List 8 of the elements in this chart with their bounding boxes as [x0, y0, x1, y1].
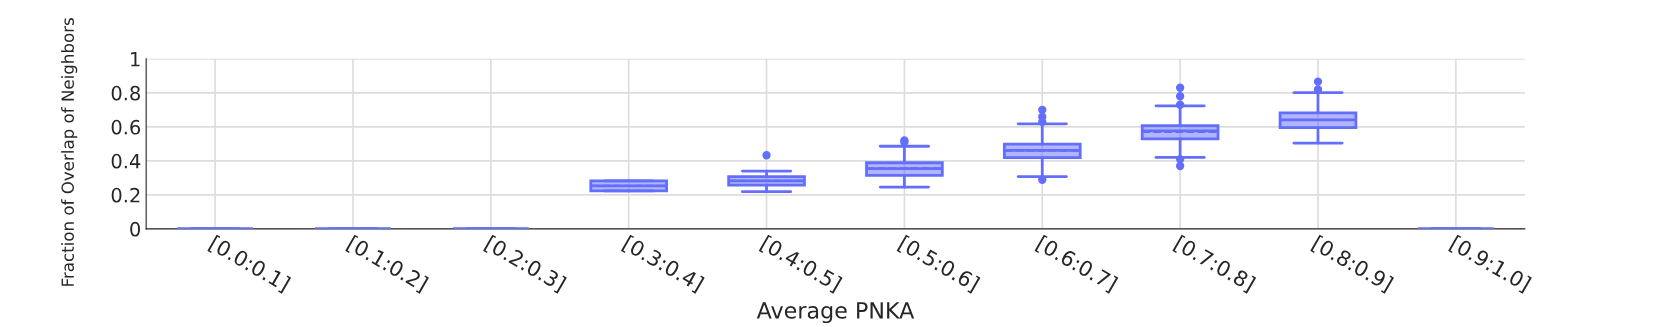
y-tick-label: 0	[130, 221, 141, 237]
y-tick-label: 0.2	[111, 187, 140, 203]
y-tick-label: 0.8	[111, 85, 140, 101]
y-axis-title: Fraction of Overlap of Neighbors	[61, 18, 78, 286]
y-tick-label: 0.6	[111, 119, 141, 135]
y-tick-label: 0.4	[111, 153, 141, 169]
y-tick-label: 1	[131, 52, 140, 67]
x-axis-title: Average PNKA	[756, 302, 915, 324]
